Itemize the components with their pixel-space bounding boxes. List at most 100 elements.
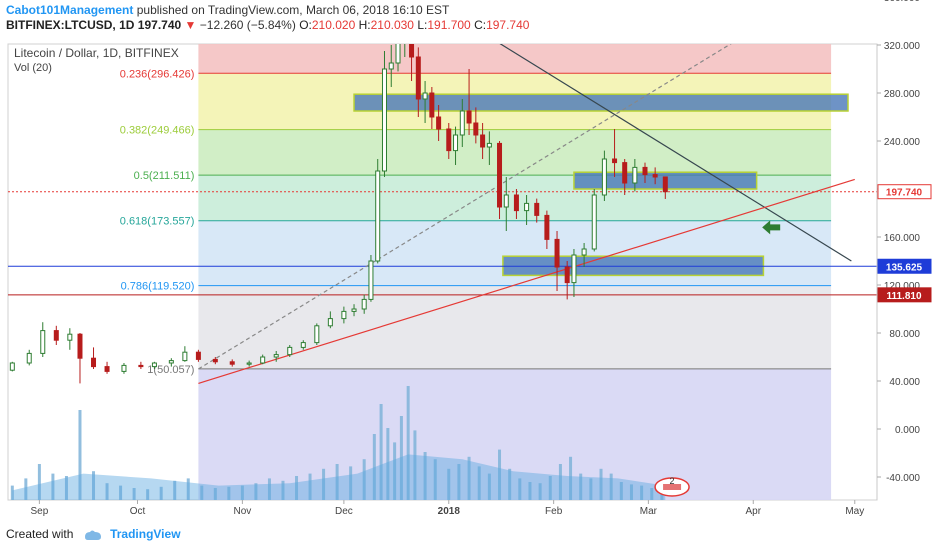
candle-body — [260, 356, 266, 364]
volume-bar — [629, 484, 633, 500]
price-label-red: 111.810 — [877, 287, 932, 303]
candle — [422, 81, 428, 123]
volume-bar — [159, 486, 163, 500]
candle-body — [429, 92, 435, 118]
candle — [273, 351, 279, 362]
x-tick-label: May — [845, 506, 864, 517]
fib-label-0-382: 0.382(249.466) — [120, 125, 195, 137]
author-link[interactable]: Cabot101Management — [6, 3, 134, 17]
x-tick-label: Dec — [335, 506, 353, 517]
candle — [9, 361, 15, 372]
volume-bar — [487, 473, 491, 500]
volume-bar — [619, 482, 623, 500]
candle — [459, 99, 465, 147]
volume-bar — [119, 485, 123, 500]
volume-bar — [295, 476, 299, 500]
fib-label-0-786: 0.786(119.520) — [121, 281, 195, 293]
candle — [351, 304, 357, 317]
candle-body — [246, 362, 252, 365]
volume-bar — [24, 478, 28, 500]
candle-body — [571, 254, 577, 284]
close-value: 197.740 — [486, 18, 530, 32]
price-label-box — [877, 184, 932, 200]
price-label-text: 197.740 — [886, 188, 923, 199]
volume-bar — [406, 386, 410, 500]
volume-ma-area — [12, 454, 666, 500]
candle-body — [503, 194, 509, 208]
price-label-text: 135.625 — [886, 262, 923, 273]
volume-bar — [640, 485, 644, 500]
fib-band-0 — [198, 44, 832, 74]
close-label: C: — [474, 18, 487, 32]
candle — [436, 105, 442, 141]
candle-body — [381, 68, 387, 172]
candle — [182, 346, 188, 362]
flag-badge[interactable]: 2 — [654, 476, 690, 497]
last-price: 197.740 — [137, 18, 182, 32]
candle — [361, 294, 367, 314]
candle — [368, 255, 374, 302]
footer: Created with TradingView — [6, 527, 181, 541]
candle — [138, 361, 144, 369]
candle-body — [273, 354, 279, 358]
candle — [151, 361, 157, 369]
x-tick-label: Mar — [640, 506, 658, 517]
volume-bar — [423, 452, 427, 500]
candle — [168, 358, 174, 367]
fib-band-0-382 — [198, 129, 832, 176]
candle-body — [486, 142, 492, 148]
volume-bar — [322, 468, 326, 500]
candle-body — [581, 248, 587, 256]
volume-bar — [457, 464, 461, 500]
volume-bar — [372, 434, 376, 500]
candle — [67, 328, 73, 350]
candle — [300, 340, 306, 350]
candle — [497, 141, 503, 219]
y-tick-label: 320.000 — [884, 41, 921, 52]
candle — [388, 45, 394, 87]
candle — [327, 311, 333, 329]
high-label: H: — [358, 18, 371, 32]
y-tick-label: 80.000 — [889, 329, 920, 340]
candle-body — [327, 318, 333, 327]
candle — [229, 359, 235, 367]
candle — [486, 131, 492, 165]
badge-count: 2 — [670, 476, 675, 486]
candle-body — [422, 92, 428, 100]
volume-bar — [393, 442, 397, 500]
volume-bar — [240, 485, 244, 500]
candle-body — [524, 202, 530, 212]
left-arrow-icon — [762, 220, 781, 235]
candle — [503, 177, 509, 231]
candle-body — [91, 357, 97, 368]
candle-body — [403, 3, 407, 35]
candle — [601, 150, 607, 201]
candle — [581, 243, 587, 267]
x-tick-label: Sep — [30, 506, 48, 517]
candle — [415, 47, 421, 117]
created-with-label: Created with — [6, 527, 74, 541]
candle-body — [287, 346, 293, 356]
volume-bar — [433, 459, 437, 500]
candle-body — [138, 364, 144, 368]
volume-bar — [51, 473, 55, 500]
volume-bar — [467, 456, 471, 500]
x-tick-label: Apr — [745, 506, 761, 517]
candle — [466, 69, 472, 135]
candle-body — [415, 56, 421, 100]
symbol-header: BITFINEX:LTCUSD, 1D 197.740 ▼ −12.260 (−… — [6, 18, 529, 32]
candle — [591, 189, 597, 252]
volume-bar — [538, 483, 542, 500]
y-tick-label: 360.000 — [884, 0, 921, 4]
candle — [212, 357, 218, 365]
volume-bar — [349, 466, 353, 500]
tradingview-brand[interactable]: TradingView — [110, 527, 181, 541]
candle — [314, 323, 320, 345]
candle — [544, 210, 550, 249]
candle — [571, 249, 577, 297]
candle — [632, 159, 638, 192]
volume-bar — [518, 478, 522, 500]
candle — [534, 198, 540, 223]
volume-bar — [173, 480, 177, 500]
